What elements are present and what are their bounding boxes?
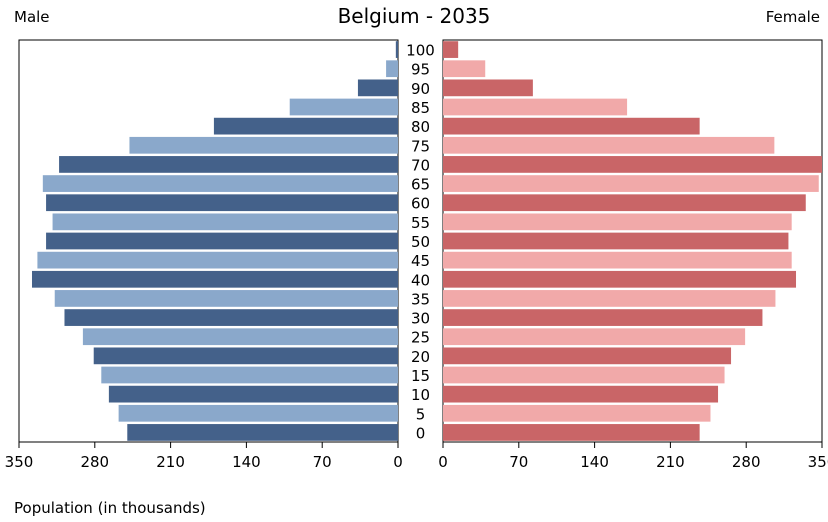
male-bar-age-80 [213, 117, 398, 135]
female-bar-age-45 [443, 251, 792, 269]
female-bar-age-75 [443, 136, 775, 154]
male-x-tick-label: 70 [313, 453, 332, 471]
male-x-tick-label: 350 [5, 453, 34, 471]
age-label-85: 85 [411, 99, 430, 117]
age-label-80: 80 [411, 118, 430, 136]
age-label-10: 10 [411, 386, 430, 404]
male-bar-age-85 [289, 98, 398, 116]
female-bar-age-55 [443, 213, 792, 231]
male-bar-age-55 [52, 213, 398, 231]
male-bar-age-15 [101, 366, 398, 384]
male-bar-age-65 [42, 175, 399, 192]
female-bar-age-35 [443, 290, 776, 307]
female-bar-age-40 [443, 270, 797, 288]
female-x-tick-label: 280 [732, 453, 761, 471]
male-bar-age-50 [46, 232, 398, 250]
age-label-30: 30 [411, 310, 430, 328]
age-label-55: 55 [411, 214, 430, 232]
male-bar-age-45 [37, 251, 399, 269]
male-bar-age-10 [108, 385, 399, 403]
female-bar-age-30 [443, 309, 763, 326]
male-bar-age-0 [127, 424, 399, 441]
male-bar-age-75 [129, 136, 399, 154]
male-bar-age-20 [93, 347, 399, 365]
male-bar-age-70 [59, 156, 399, 173]
male-bar-age-100 [395, 41, 398, 58]
female-bar-age-20 [443, 347, 732, 365]
chart-title: Belgium - 2035 [337, 4, 491, 28]
female-x-tick-label: 140 [580, 453, 609, 471]
male-bar-age-90 [357, 79, 398, 97]
female-bar-age-15 [443, 366, 725, 384]
age-label-35: 35 [411, 290, 430, 308]
male-bar-age-30 [64, 309, 398, 326]
age-label-5: 5 [416, 405, 426, 423]
age-label-70: 70 [411, 156, 430, 174]
female-bar-age-95 [443, 60, 486, 78]
age-label-20: 20 [411, 348, 430, 366]
age-label-50: 50 [411, 233, 430, 251]
age-label-95: 95 [411, 61, 430, 79]
age-label-90: 90 [411, 80, 430, 98]
age-label-100: 100 [406, 42, 435, 60]
female-label: Female [765, 8, 820, 26]
x-axis-label: Population (in thousands) [14, 499, 206, 517]
female-bar-age-65 [443, 175, 819, 192]
male-bar-age-35 [54, 290, 399, 307]
age-label-75: 75 [411, 137, 430, 155]
female-bar-age-100 [443, 41, 459, 58]
female-x-tick-label: 70 [509, 453, 528, 471]
male-x-tick-label: 280 [80, 453, 109, 471]
female-bar-age-70 [443, 156, 822, 173]
female-bar-age-50 [443, 232, 789, 250]
female-bar-age-0 [443, 424, 700, 441]
age-label-40: 40 [411, 271, 430, 289]
age-label-45: 45 [411, 252, 430, 270]
age-label-15: 15 [411, 367, 430, 385]
male-label: Male [14, 8, 50, 26]
male-bar-age-95 [386, 60, 398, 78]
male-x-tick-label: 210 [156, 453, 185, 471]
male-bar-age-60 [46, 194, 398, 212]
age-label-65: 65 [411, 176, 430, 194]
age-label-25: 25 [411, 329, 430, 347]
female-x-tick-label: 0 [438, 453, 448, 471]
female-bar-age-60 [443, 194, 806, 212]
female-bar-age-10 [443, 385, 719, 403]
female-bar-age-25 [443, 328, 746, 346]
female-bar-age-90 [443, 79, 533, 97]
age-label-60: 60 [411, 195, 430, 213]
male-bar-age-25 [82, 328, 398, 346]
female-bar-age-80 [443, 117, 700, 135]
male-bar-age-40 [31, 270, 398, 288]
male-x-tick-label: 140 [232, 453, 261, 471]
female-x-tick-label: 350 [808, 453, 828, 471]
age-label-0: 0 [416, 424, 426, 442]
female-bar-age-85 [443, 98, 628, 116]
male-bar-age-5 [118, 404, 398, 422]
female-x-tick-label: 210 [656, 453, 685, 471]
female-bar-age-5 [443, 404, 711, 422]
male-x-tick-label: 0 [393, 453, 403, 471]
